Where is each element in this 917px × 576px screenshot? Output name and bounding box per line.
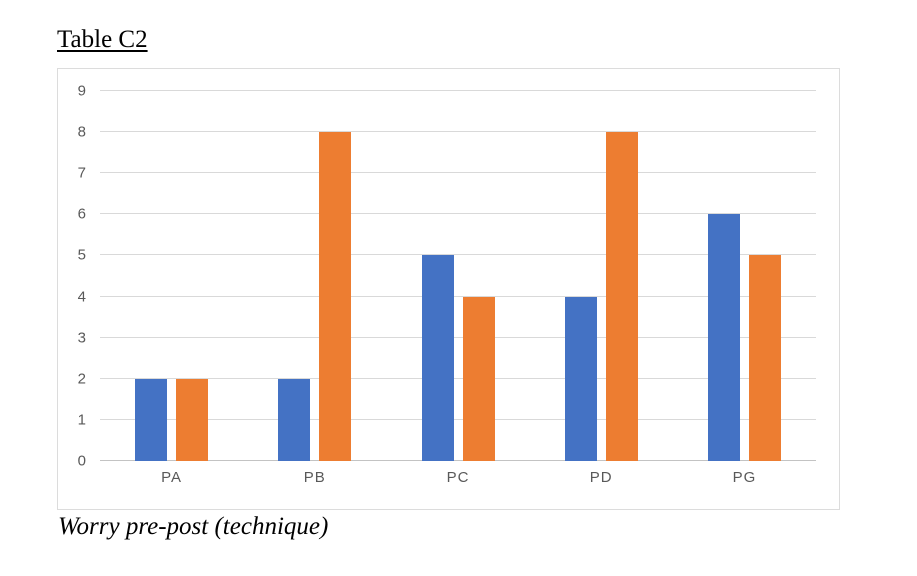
plot-area <box>100 90 816 461</box>
chart-frame: 0 1 2 3 4 5 6 7 8 9 PA PB PC PD PG <box>57 68 840 510</box>
gridlines <box>100 90 816 461</box>
y-tick-label-8: 8 <box>77 123 86 141</box>
gridline-4 <box>100 295 816 297</box>
y-tick-label-7: 7 <box>77 164 86 182</box>
bar-orange-pb <box>319 132 352 461</box>
bar-orange-pc <box>462 296 495 461</box>
bar-orange-pg <box>748 255 781 461</box>
bar-group-pc <box>386 91 529 461</box>
y-tick-label-3: 3 <box>77 329 86 347</box>
bar-blue-pa <box>135 378 168 461</box>
x-tick-label-pa: PA <box>161 469 183 486</box>
bar-blue-pc <box>421 255 454 461</box>
y-tick-label-0: 0 <box>77 452 86 470</box>
gridline-8 <box>100 131 816 133</box>
gridline-5 <box>100 254 816 256</box>
gridline-1 <box>100 418 816 420</box>
gridline-3 <box>100 336 816 338</box>
bar-blue-pb <box>278 378 311 461</box>
table-title: Table C2 <box>57 26 148 53</box>
gridline-2 <box>100 377 816 379</box>
x-tick-label-pb: PB <box>303 469 326 486</box>
y-axis-labels: 0 1 2 3 4 5 6 7 8 9 <box>58 84 94 469</box>
x-axis-labels: PA PB PC PD PG <box>100 469 816 486</box>
x-tick-label-pd: PD <box>589 469 613 486</box>
x-tick-label-pg: PG <box>732 469 757 486</box>
gridline-6 <box>100 213 816 215</box>
bar-blue-pg <box>707 214 740 461</box>
chart-caption: Worry pre-post (technique) <box>58 513 329 540</box>
y-tick-label-6: 6 <box>77 205 86 223</box>
bar-blue-pd <box>564 296 597 461</box>
y-tick-label-2: 2 <box>77 370 86 388</box>
bar-orange-pd <box>605 132 638 461</box>
x-axis-line <box>100 460 816 461</box>
bar-group-pb <box>243 91 386 461</box>
gridline-7 <box>100 172 816 174</box>
bar-groups <box>100 91 816 461</box>
y-tick-label-1: 1 <box>77 411 86 429</box>
gridline-9 <box>100 90 816 91</box>
y-tick-label-9: 9 <box>77 82 86 100</box>
bar-group-pd <box>530 91 673 461</box>
y-tick-label-5: 5 <box>77 246 86 264</box>
bar-orange-pa <box>176 378 209 461</box>
bar-group-pg <box>673 91 816 461</box>
y-tick-label-4: 4 <box>77 288 86 306</box>
bar-group-pa <box>100 91 243 461</box>
x-tick-label-pc: PC <box>446 469 470 486</box>
